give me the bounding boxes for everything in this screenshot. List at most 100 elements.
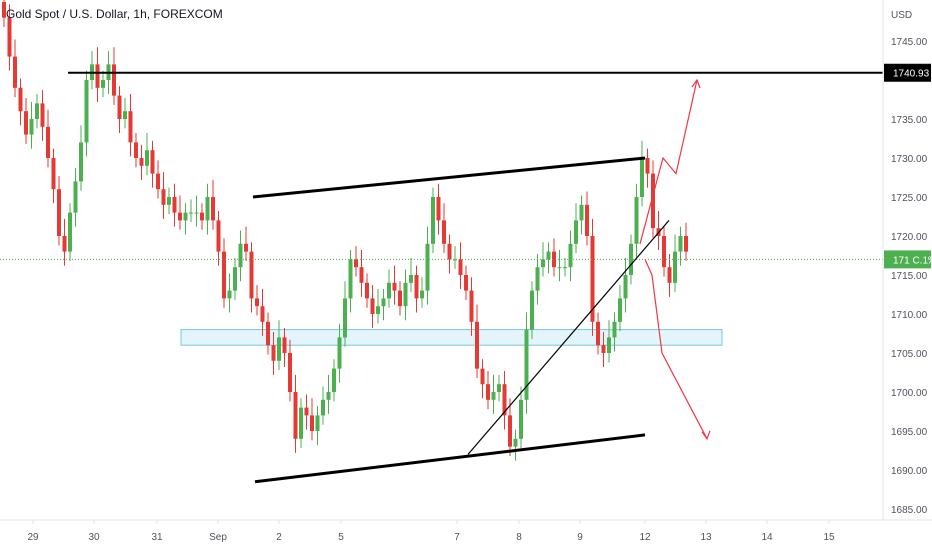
candle-body (546, 251, 551, 260)
candle-body (29, 119, 34, 135)
candle-body (464, 275, 468, 291)
candle-body (607, 337, 611, 353)
candle-body (84, 80, 89, 143)
candle-body (222, 251, 226, 299)
candle-body (46, 126, 50, 158)
candle-body (79, 142, 83, 182)
resistance-price-tag (884, 63, 931, 82)
candle-body (563, 267, 567, 269)
x-tick-label: 2 (276, 532, 282, 543)
candle-body (238, 243, 243, 268)
candle-body (189, 212, 193, 214)
x-tick-label: 14 (761, 532, 773, 543)
x-tick-label: 31 (151, 532, 163, 543)
y-tick-label: 1735.00 (891, 115, 928, 126)
candle-body (57, 189, 61, 236)
candle-body (557, 267, 562, 269)
candle-body (645, 158, 650, 174)
candle-body (541, 259, 545, 268)
drawings (0, 71, 883, 484)
candle-body (673, 251, 677, 283)
candle-body (601, 345, 606, 353)
x-tick-label: 8 (516, 532, 522, 543)
candle-body (62, 236, 67, 252)
y-tick-label: 1685.00 (891, 505, 928, 516)
candle-body (249, 251, 254, 299)
y-tick-label: 1725.00 (891, 193, 928, 204)
candle-body (662, 236, 666, 268)
candle-body (651, 173, 655, 229)
candle-body (35, 103, 39, 119)
channel-upper-line (252, 156, 646, 199)
current-price-tag (884, 250, 931, 269)
y-tick-label: 1695.00 (891, 427, 928, 438)
chart-title: Gold Spot / U.S. Dollar, 1h, FOREXCOM (6, 7, 223, 21)
candle-body (354, 259, 358, 268)
candle-body (326, 392, 331, 400)
y-tick-label: 1720.00 (891, 232, 928, 243)
candle-body (260, 306, 265, 322)
candle-body (387, 282, 391, 299)
candle-body (145, 150, 149, 166)
candle-body (475, 321, 479, 369)
candle-body (535, 267, 540, 291)
candle-body (216, 220, 221, 252)
candle-body (200, 212, 204, 221)
candle-body (244, 243, 248, 252)
candle-body (18, 87, 23, 112)
candle-body (172, 197, 177, 213)
x-tick-label: 13 (700, 532, 712, 543)
candle-body (211, 197, 215, 221)
candle-body (590, 236, 595, 322)
candle-body (128, 111, 133, 143)
candle-body (574, 220, 578, 244)
candle-body (425, 243, 430, 291)
candle-body (502, 384, 507, 416)
candle-body (343, 298, 347, 338)
candle-body (95, 64, 100, 88)
candles (2, 0, 688, 461)
candle-body (585, 204, 589, 236)
candle-body (552, 251, 556, 268)
candle-body (623, 275, 628, 299)
y-tick-label: 1705.00 (891, 349, 928, 360)
candle-body (233, 267, 237, 291)
x-tick-label: 7 (454, 532, 460, 543)
x-tick-label: 15 (823, 532, 835, 543)
candle-body (73, 181, 78, 213)
candle-body (634, 197, 639, 244)
candle-body (447, 243, 452, 260)
candle-body (513, 438, 518, 447)
candle-body (112, 64, 116, 96)
candle-body (480, 368, 485, 385)
x-tick-label: 29 (27, 532, 39, 543)
candle-body (469, 290, 474, 322)
projection-down-arrowhead (701, 430, 711, 441)
resistance-price-label: 1740.93 (893, 69, 930, 80)
candle-body (530, 290, 534, 330)
y-tick-label: 1690.00 (891, 466, 928, 477)
candle-body (640, 158, 644, 197)
candle-body (684, 236, 688, 252)
candle-body (568, 243, 573, 268)
channel-lower-line (254, 433, 646, 484)
candle-body (123, 111, 127, 119)
candle-body (321, 399, 325, 416)
candle-body (667, 267, 672, 283)
candle-body (183, 212, 188, 221)
candle-body (310, 415, 314, 431)
candle-body (167, 197, 171, 205)
candle-body (497, 384, 501, 392)
candle-body (134, 142, 138, 158)
candle-body (491, 392, 496, 400)
candle-body (277, 337, 281, 361)
projection-up-arrowhead (691, 78, 701, 89)
candle-body (40, 103, 45, 127)
candle-body (458, 259, 463, 275)
candle-body (161, 189, 166, 205)
candle-body (348, 259, 353, 299)
y-tick-label: 1745.00 (891, 37, 928, 48)
candle-body (579, 204, 584, 221)
